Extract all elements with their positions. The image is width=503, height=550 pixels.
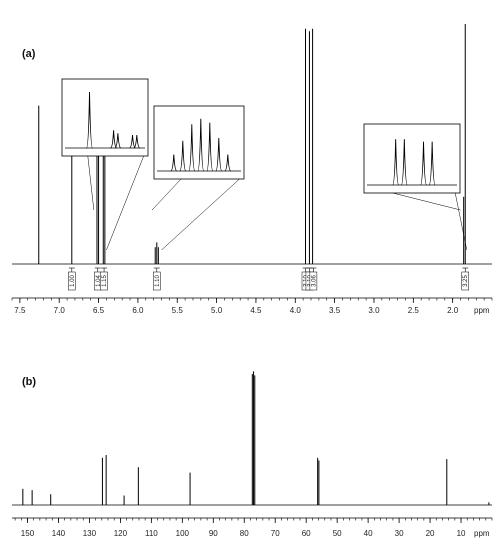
panel-a-tick-label: 3.0 (368, 306, 380, 315)
panel-a-inset-peak (428, 141, 436, 186)
panel-a-integral-value: 3.06 (311, 275, 317, 287)
panel-b-x-axis: 150 140 130 120 110 100 90 80 70 60 50 40 30 20 10 (12, 517, 493, 538)
panel-b-tick-label: 100 (176, 529, 190, 538)
panel-a-tick-label: 2.5 (408, 306, 420, 315)
panel-a-1h-nmr: (a) 1.001.041.151.103.103.103.063.25 7.5… (11, 24, 493, 315)
panel-a-integral-value: 3.25 (463, 275, 469, 287)
panel-b-tick-label: 30 (395, 529, 404, 538)
panel-a-tick-label: 5.5 (172, 306, 184, 315)
panel-a-tick-label: 2.0 (447, 306, 459, 315)
panel-a-integral-value: 1.00 (70, 275, 76, 287)
panel-a-inset-peak (114, 133, 122, 149)
panel-a-inset-peak (215, 137, 223, 172)
panel-a-inset-connector (151, 178, 182, 211)
panel-b-tick-label: 110 (145, 529, 158, 538)
panel-a-inset-connector (161, 178, 240, 251)
panel-b-spectrum (12, 371, 492, 506)
panel-a-label: (a) (22, 48, 36, 60)
panel-a-integral-box (309, 271, 318, 291)
panel-a-spectrum (12, 24, 492, 265)
panel-a-inset-connector (392, 192, 461, 211)
panel-b-tick-label: 150 (21, 529, 35, 538)
panel-a-inset-peak (170, 154, 178, 172)
panel-a-inset-peak (133, 134, 140, 149)
panel-a-inset-peak (179, 140, 187, 172)
panel-a-integral-box (100, 271, 108, 291)
panel-a-tick-label: 6.5 (93, 306, 105, 315)
panel-b-tick-label: 60 (302, 529, 311, 538)
panel-a-tick-label: 7.0 (54, 306, 66, 315)
panel-b-tick-label: 120 (114, 529, 128, 538)
panel-a-tick-label: 6.0 (132, 306, 144, 315)
panel-b-tick-label: 20 (426, 529, 435, 538)
panel-a-inset-connector (106, 155, 144, 251)
panel-a-inset-connector (454, 192, 468, 251)
panel-a-inset-peak (392, 139, 400, 186)
panel-a-integral-box (68, 271, 76, 291)
panel-a-integral-box (461, 271, 469, 291)
panel-a-inset-peak (224, 154, 232, 172)
panel-a-x-unit: ppm (474, 306, 490, 315)
panel-a-inset-methyl-zoom (363, 123, 461, 194)
panel-a-inset-connector (87, 155, 95, 211)
panel-b-x-unit: ppm (474, 529, 490, 538)
panel-a-inset-peak (197, 118, 205, 172)
panel-a-tick-label: 4.5 (250, 306, 262, 315)
panel-a-inset-peak (86, 91, 93, 149)
panel-a-tick-label: 7.5 (14, 306, 26, 315)
panel-b-13c-nmr: (b) 150 140 130 120 110 100 90 80 70 60 50 40 30 20 10… (12, 371, 493, 538)
panel-b-tick-label: 50 (333, 529, 342, 538)
panel-a-inset-peak (420, 141, 427, 186)
panel-a-tick-label: 3.5 (329, 306, 341, 315)
panel-b-tick-label: 90 (209, 529, 218, 538)
panel-a-inset-peak (110, 130, 117, 149)
panel-a-inset-vinyl-zoom (153, 105, 245, 180)
panel-a-x-axis: 7.5 7.0 6.5 6.0 5.5 5.0 4.5 4.0 3.5 3.0 2.5 2.0 (11, 297, 493, 315)
panel-b-label: (b) (22, 376, 36, 388)
panel-a-inset-peak (129, 134, 136, 149)
panel-a-integral-labels: 1.001.041.151.103.103.103.063.25 (68, 267, 469, 291)
panel-a-inset-peak (188, 124, 196, 172)
panel-a-inset-peak (206, 122, 214, 172)
panel-a-tick-label: 4.0 (290, 306, 302, 315)
panel-a-tick-label: 5.0 (211, 306, 223, 315)
panel-b-tick-label: 70 (271, 529, 280, 538)
panel-a-integral-value: 1.15 (102, 275, 108, 287)
panel-a-integral-box (153, 271, 161, 291)
panel-a-insets (61, 78, 468, 251)
panel-b-tick-label: 80 (240, 529, 249, 538)
panel-b-tick-label: 10 (457, 529, 466, 538)
panel-b-tick-label: 130 (83, 529, 97, 538)
panel-a-inset-peak (400, 139, 408, 186)
panel-b-tick-label: 40 (364, 529, 373, 538)
panel-b-tick-label: 140 (52, 529, 66, 538)
panel-a-integral-value: 1.04 (96, 275, 102, 287)
panel-a-integral-value: 1.10 (155, 275, 161, 287)
panel-a-inset-aromatic-zoom (61, 78, 149, 157)
